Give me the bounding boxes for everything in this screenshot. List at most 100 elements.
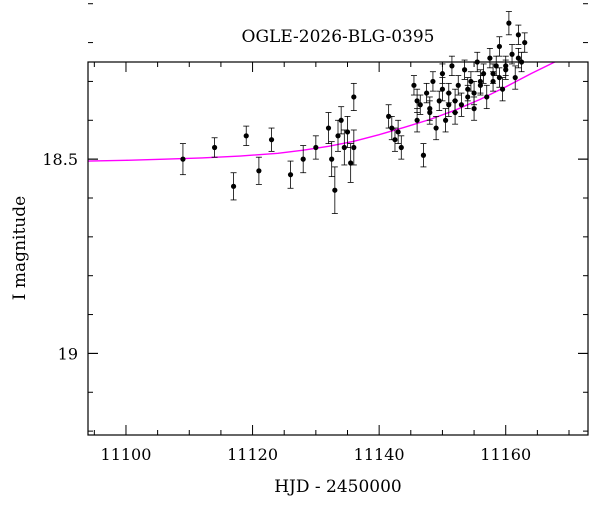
data-points-layer <box>179 11 528 214</box>
data-point <box>417 94 424 115</box>
data-point <box>490 63 497 84</box>
data-point <box>448 55 455 76</box>
point-marker <box>484 94 490 100</box>
point-marker <box>433 125 439 131</box>
data-point <box>338 106 345 135</box>
point-marker <box>471 90 477 96</box>
y-axis-label: I magnitude <box>10 196 30 300</box>
data-point <box>423 82 430 104</box>
data-point <box>464 77 471 102</box>
point-marker <box>414 117 420 123</box>
model-curve-line <box>88 62 557 162</box>
data-point <box>426 96 433 121</box>
data-point <box>509 44 516 65</box>
point-marker <box>455 82 461 88</box>
point-marker <box>180 156 186 162</box>
point-marker <box>395 129 401 135</box>
point-marker <box>256 168 262 174</box>
point-marker <box>487 55 493 61</box>
point-marker <box>338 117 344 123</box>
data-point <box>395 119 402 144</box>
point-marker <box>243 133 249 139</box>
data-point <box>445 92 452 117</box>
data-point <box>439 77 446 102</box>
point-marker <box>341 144 347 151</box>
point-marker <box>325 125 332 131</box>
point-marker <box>506 20 512 26</box>
data-point <box>398 135 405 160</box>
point-marker <box>398 144 404 151</box>
data-point <box>505 11 512 36</box>
data-point <box>515 48 522 69</box>
point-marker <box>389 125 395 131</box>
point-marker <box>496 74 502 81</box>
data-point <box>300 145 307 174</box>
data-point <box>493 55 500 76</box>
data-point <box>442 108 449 133</box>
point-marker <box>452 98 458 104</box>
data-point <box>452 88 459 113</box>
point-marker <box>230 183 237 189</box>
data-point <box>335 119 341 152</box>
x-tick-label: 11140 <box>354 445 405 464</box>
point-marker <box>477 78 484 85</box>
point-marker <box>420 152 427 158</box>
point-marker <box>446 102 452 108</box>
point-marker <box>313 144 319 151</box>
point-marker <box>211 144 218 151</box>
point-marker <box>496 43 502 50</box>
data-point <box>350 82 357 111</box>
point-marker <box>522 39 528 46</box>
data-point <box>414 88 421 113</box>
point-marker <box>417 102 423 108</box>
data-point <box>483 84 490 110</box>
point-marker <box>449 63 455 69</box>
point-marker <box>509 51 515 57</box>
data-point <box>391 127 398 152</box>
point-marker <box>430 78 436 85</box>
point-marker <box>480 71 487 77</box>
point-marker <box>515 55 521 61</box>
data-point <box>385 104 392 129</box>
data-point <box>312 135 319 160</box>
data-point <box>388 115 395 141</box>
data-point <box>496 36 503 57</box>
y-tick-label: 18.5 <box>42 150 78 169</box>
axis-ticks: 111001112011140111601818.519 <box>42 3 588 464</box>
point-marker <box>424 90 430 96</box>
data-point <box>436 90 443 111</box>
data-point <box>268 127 275 152</box>
point-marker <box>490 71 496 77</box>
data-point <box>287 160 294 189</box>
data-point <box>179 143 186 176</box>
point-marker <box>427 106 433 112</box>
model-curve-layer <box>88 62 557 162</box>
point-marker <box>471 106 477 112</box>
point-marker <box>442 117 449 123</box>
data-point <box>471 81 478 106</box>
data-point <box>347 143 354 183</box>
point-marker <box>499 86 506 92</box>
data-point <box>433 115 440 141</box>
point-marker <box>411 82 417 88</box>
point-marker <box>468 78 474 85</box>
point-marker <box>414 98 420 104</box>
data-point <box>331 166 338 214</box>
data-point <box>350 129 357 166</box>
data-point <box>243 125 250 146</box>
data-point <box>496 67 503 88</box>
data-point <box>515 24 522 45</box>
point-marker <box>436 98 442 104</box>
data-point <box>477 69 484 94</box>
point-marker <box>268 137 275 143</box>
point-marker <box>515 32 521 38</box>
x-tick-label: 11100 <box>101 445 152 464</box>
point-marker <box>335 133 341 139</box>
data-point <box>211 137 218 158</box>
data-point <box>499 77 506 102</box>
point-marker <box>465 86 471 92</box>
data-point <box>429 71 436 92</box>
point-marker <box>300 156 306 162</box>
data-point <box>230 172 237 201</box>
